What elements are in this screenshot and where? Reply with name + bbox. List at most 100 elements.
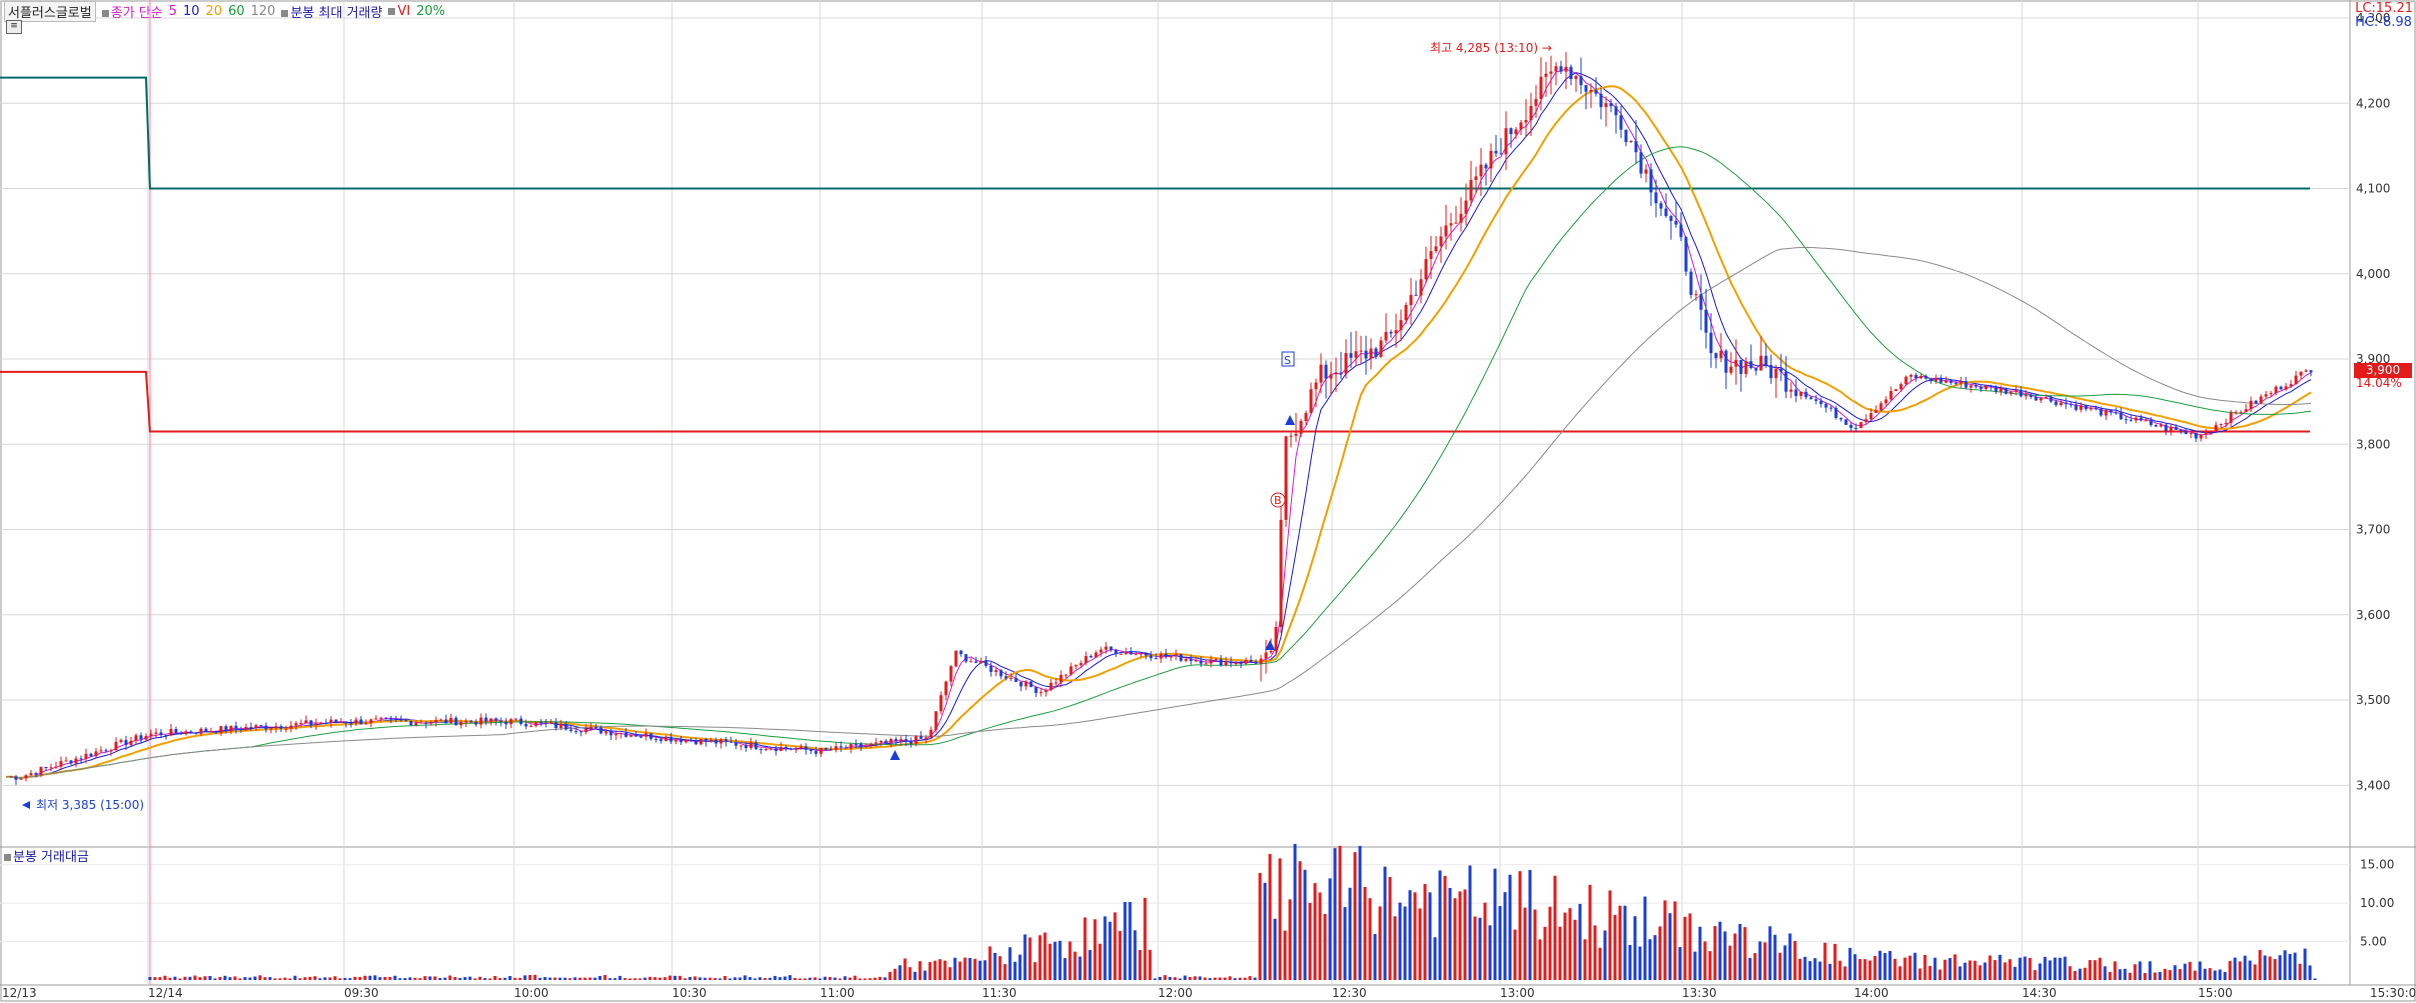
- volume-bar: [1078, 956, 1082, 980]
- menu-icon[interactable]: ≡: [6, 20, 22, 34]
- candle-body: [1569, 66, 1573, 79]
- candle-body: [2249, 400, 2253, 410]
- volume-bar: [1623, 905, 1627, 980]
- volume-bar: [1548, 906, 1552, 980]
- volume-bar: [1873, 956, 1877, 980]
- volume-bar: [283, 977, 287, 980]
- candle-body: [1269, 651, 1273, 653]
- candle-body: [604, 731, 608, 734]
- candle-body: [1409, 294, 1413, 306]
- candle-body: [2254, 400, 2258, 404]
- candle-body: [124, 740, 128, 745]
- volume-bar: [713, 978, 717, 980]
- volume-bar: [513, 977, 517, 980]
- volume-bar: [1878, 950, 1882, 980]
- volume-bar: [2273, 959, 2277, 980]
- candle-body: [754, 742, 758, 749]
- candle-body: [144, 736, 148, 740]
- volume-bar: [1793, 940, 1797, 980]
- volume-bar: [1493, 868, 1497, 980]
- candle-body: [689, 739, 693, 741]
- candle-body: [2229, 412, 2233, 423]
- candle-body: [239, 728, 243, 731]
- volume-bar: [443, 977, 447, 980]
- candle-body: [879, 740, 883, 743]
- candle-body: [1114, 649, 1118, 654]
- volume-bar: [403, 978, 407, 980]
- candle-body: [899, 739, 903, 742]
- candle-body: [1889, 391, 1893, 400]
- candle-body: [179, 732, 183, 735]
- square-icon: [388, 7, 396, 15]
- candle-body: [399, 719, 403, 721]
- candle-body: [2219, 424, 2223, 426]
- candle-body: [1579, 76, 1583, 86]
- candle-body: [1624, 129, 1628, 143]
- candle-body: [29, 773, 33, 776]
- candle-body: [1564, 66, 1568, 72]
- volume-bar: [1163, 975, 1167, 980]
- candle-body: [934, 711, 938, 730]
- candle-body: [539, 722, 543, 724]
- volume-bar: [863, 978, 867, 980]
- volume-bar: [968, 957, 972, 980]
- candle-body: [1599, 93, 1603, 108]
- volume-bar: [953, 957, 957, 980]
- volume-bar: [328, 977, 332, 980]
- candle-body: [289, 725, 293, 729]
- candle-body: [844, 747, 848, 749]
- volume-bar: [733, 977, 737, 980]
- candle-body: [744, 745, 748, 749]
- candle-body: [1824, 404, 1828, 408]
- volume-bar: [1103, 916, 1107, 980]
- ma-label[interactable]: 종가 단순: [101, 2, 163, 21]
- candle-body: [964, 654, 968, 662]
- volume-bar: [2238, 961, 2242, 980]
- candle-body: [154, 732, 158, 734]
- candle-body: [769, 748, 773, 750]
- candle-body: [699, 738, 703, 745]
- candle-body: [319, 722, 323, 724]
- candle-body: [804, 746, 808, 750]
- candle-body: [1789, 389, 1793, 392]
- candle-body: [1469, 179, 1473, 201]
- volume-bar: [1923, 955, 1927, 980]
- volume-bar: [1283, 930, 1287, 980]
- candle-body: [1414, 294, 1418, 296]
- vi-label[interactable]: VI: [388, 4, 410, 19]
- volume-bar: [2118, 969, 2122, 980]
- volume-bar: [2158, 971, 2162, 980]
- volume-bar: [323, 977, 327, 980]
- candle-body: [944, 681, 948, 696]
- candle-body: [2309, 370, 2313, 373]
- candle-body: [809, 749, 813, 752]
- volume-bar: [1148, 949, 1152, 980]
- candle-body: [1989, 385, 1993, 387]
- volume-bar: [1948, 958, 1952, 980]
- ma-period-120: 120: [250, 3, 276, 19]
- volume-bar: [763, 978, 767, 980]
- volume-bar: [853, 975, 857, 980]
- candle-body: [2054, 401, 2058, 405]
- candle-body: [974, 661, 978, 663]
- volume-bar: [803, 978, 807, 980]
- volume-bar: [2178, 969, 2182, 980]
- volume-bar: [448, 975, 452, 980]
- candle-body: [1709, 332, 1713, 354]
- volume-bar: [1928, 965, 1932, 980]
- candle-body: [654, 738, 658, 740]
- volume-bar: [548, 977, 552, 980]
- volume-header: 분봉 거래대금: [4, 846, 89, 865]
- candle-body: [2199, 434, 2203, 439]
- stock-name[interactable]: 서플러스글로벌: [4, 0, 96, 22]
- volume-bar: [893, 968, 897, 980]
- volume-bar: [663, 977, 667, 980]
- candle-body: [1619, 115, 1623, 130]
- candle-body: [2109, 409, 2113, 413]
- volume-bar: [2103, 966, 2107, 980]
- volume-bar: [2288, 953, 2292, 980]
- volume-bar: [1368, 898, 1372, 980]
- candle-body: [839, 746, 843, 748]
- candle-body: [1284, 436, 1288, 520]
- indicator-label[interactable]: 분봉 최대 거래량: [281, 2, 382, 21]
